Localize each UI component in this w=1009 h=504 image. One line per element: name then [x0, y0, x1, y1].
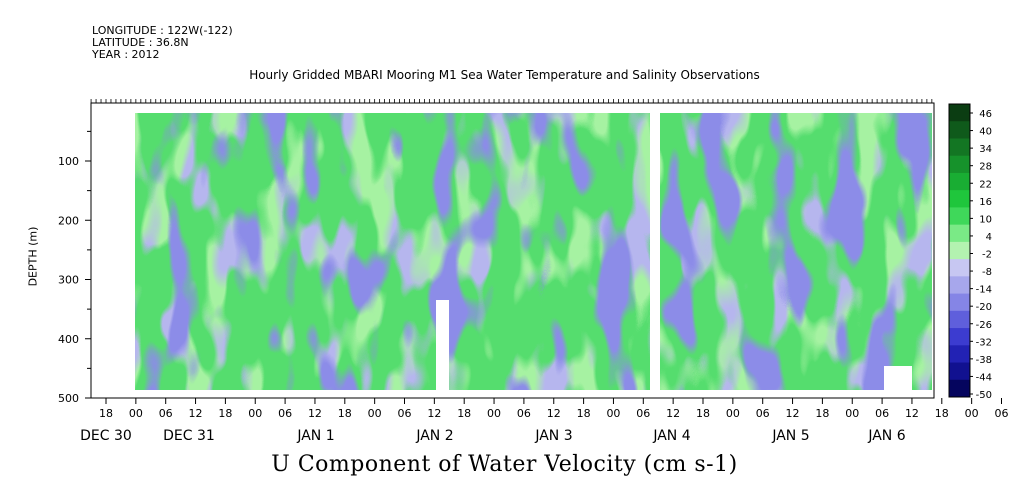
colorbar-frame	[948, 103, 971, 398]
x-tick-label: 00	[129, 407, 143, 420]
y-tick-label: 300	[58, 274, 79, 287]
y-tick-label: 200	[58, 214, 79, 227]
x-tick-label: 00	[248, 407, 262, 420]
plot-frame	[90, 102, 935, 399]
x-tick-label: 18	[218, 407, 232, 420]
x-day-label: JAN 2	[415, 428, 453, 444]
x-tick-label: 06	[995, 407, 1009, 420]
x-tick-label: 00	[606, 407, 620, 420]
x-tick-label: 18	[815, 407, 829, 420]
missing-data-patch	[884, 366, 912, 391]
colorbar-swatch	[949, 328, 970, 346]
colorbar-swatch	[949, 276, 970, 295]
x-day-label: JAN 6	[867, 428, 905, 444]
x-tick-label: 00	[487, 407, 501, 420]
x-tick-label: 06	[517, 407, 531, 420]
x-tick-label: 00	[965, 407, 979, 420]
colorbar-swatch	[949, 224, 970, 243]
year-label: YEAR : 2012	[92, 48, 160, 61]
x-day-label: JAN 5	[771, 428, 809, 444]
x-tick-label: 18	[935, 407, 949, 420]
x-tick-label: 06	[636, 407, 650, 420]
x-tick-label: 18	[577, 407, 591, 420]
colorbar-swatch	[949, 241, 970, 260]
x-tick-label: 06	[159, 407, 173, 420]
colorbar-swatch	[949, 172, 970, 191]
x-tick-label: 12	[786, 407, 800, 420]
x-tick-label: 12	[547, 407, 561, 420]
x-day-label: JAN 4	[652, 428, 690, 444]
colorbar-label: -2	[982, 250, 992, 261]
x-day-label: DEC 31	[163, 428, 215, 444]
colorbar-swatch	[949, 138, 970, 157]
colorbar-label: -44	[976, 372, 992, 383]
colorbar-label: 4	[986, 232, 992, 243]
colorbar-swatch	[949, 310, 970, 329]
colorbar-swatch	[949, 379, 970, 398]
y-tick-label: 400	[58, 333, 79, 346]
missing-data-patch	[436, 300, 449, 391]
x-tick-label: 06	[756, 407, 770, 420]
x-tick-label: 00	[368, 407, 382, 420]
x-tick-label: 12	[308, 407, 322, 420]
x-axis-title: U Component of Water Velocity (cm s-1)	[271, 452, 738, 477]
x-tick-label: 12	[666, 407, 680, 420]
colorbar-label: 46	[979, 109, 992, 120]
colorbar-label: 28	[979, 162, 992, 173]
colorbar-label: -14	[976, 285, 992, 296]
colorbar-label: 16	[979, 197, 992, 208]
colorbar-label: -20	[976, 302, 992, 313]
colorbar-label: -8	[982, 267, 992, 278]
y-tick-label: 100	[58, 155, 79, 168]
colorbar-swatch	[949, 190, 970, 208]
colorbar-swatch	[949, 345, 970, 364]
colorbar-swatch	[949, 121, 970, 139]
x-tick-label: 18	[99, 407, 113, 420]
x-day-label: JAN 3	[534, 428, 572, 444]
colorbar-label: -32	[976, 337, 992, 348]
colorbar-label: -50	[976, 390, 992, 401]
x-tick-label: 06	[875, 407, 889, 420]
colorbar-label: -26	[976, 320, 992, 331]
x-tick-label: 00	[726, 407, 740, 420]
colorbar-label: 22	[979, 179, 992, 190]
data-gap	[650, 113, 660, 391]
x-tick-label: 00	[845, 407, 859, 420]
heatmap-field	[135, 113, 932, 390]
colorbar-label: 34	[979, 144, 992, 155]
x-tick-label: 06	[398, 407, 412, 420]
x-tick-label: 18	[338, 407, 352, 420]
longitude-label: LONGITUDE : 122W(-122)	[92, 24, 233, 37]
x-day-label: JAN 1	[296, 428, 334, 444]
x-day-label: DEC 30	[80, 428, 132, 444]
colorbar-swatch	[949, 293, 970, 312]
y-tick-label: 500	[58, 392, 79, 405]
colorbar-swatch	[949, 207, 970, 226]
colorbar-label: -38	[976, 355, 992, 366]
colorbar-swatch	[949, 259, 970, 277]
colorbar-swatch	[949, 155, 970, 174]
chart-title: Hourly Gridded MBARI Mooring M1 Sea Wate…	[249, 68, 760, 82]
colorbar-swatch	[949, 362, 970, 381]
x-tick-label: 18	[457, 407, 471, 420]
x-tick-label: 18	[696, 407, 710, 420]
x-tick-label: 12	[189, 407, 203, 420]
latitude-label: LATITUDE : 36.8N	[92, 36, 189, 49]
colorbar-label: 10	[979, 214, 992, 225]
x-tick-label: 06	[278, 407, 292, 420]
colorbar-swatch	[949, 104, 970, 122]
colorbar-label: 40	[979, 127, 992, 138]
x-tick-label: 12	[905, 407, 919, 420]
x-tick-label: 12	[427, 407, 441, 420]
